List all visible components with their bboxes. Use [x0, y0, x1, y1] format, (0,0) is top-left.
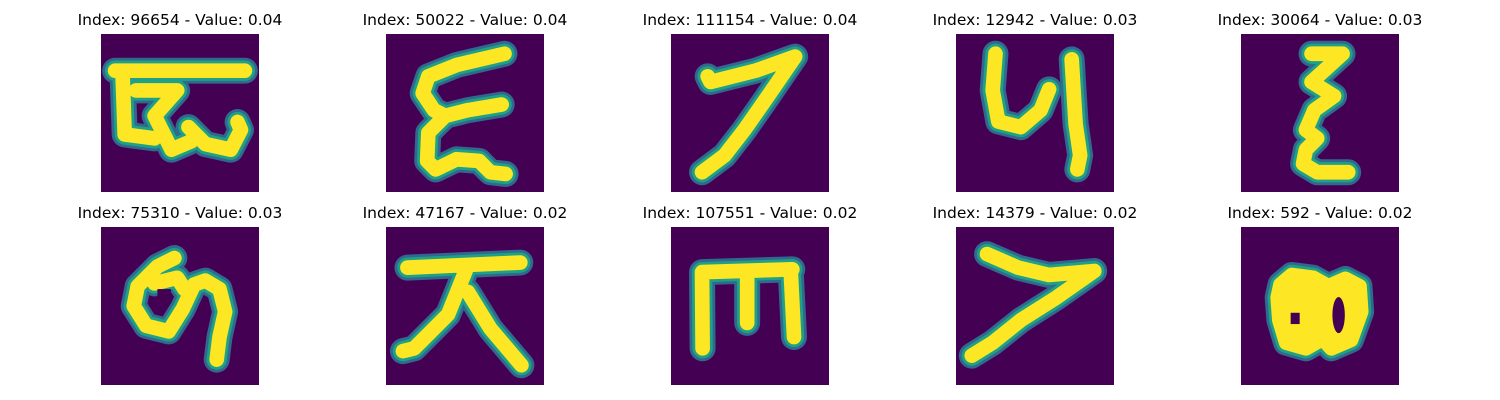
glyph-image-1: [101, 34, 259, 192]
glyph-image-5: [1241, 34, 1399, 192]
panel-title: Index: 111154 - Value: 0.04: [642, 11, 858, 29]
panel-1: Index: 96654 - Value: 0.04: [30, 0, 330, 193]
panel-7: Index: 47167 - Value: 0.02: [315, 193, 615, 386]
panel-title: Index: 30064 - Value: 0.03: [1217, 11, 1423, 29]
panel-5: Index: 30064 - Value: 0.03: [1170, 0, 1470, 193]
glyph-image-2: [386, 34, 544, 192]
panel-title: Index: 592 - Value: 0.02: [1227, 204, 1413, 222]
panel-4: Index: 12942 - Value: 0.03: [885, 0, 1185, 193]
panel-title: Index: 14379 - Value: 0.02: [932, 204, 1138, 222]
panel-title: Index: 12942 - Value: 0.03: [932, 11, 1138, 29]
panel-title: Index: 96654 - Value: 0.04: [77, 11, 283, 29]
glyph-image-7: [386, 227, 544, 385]
glyph-image-3: [671, 34, 829, 192]
panel-title: Index: 75310 - Value: 0.03: [77, 204, 283, 222]
glyph-image-9: [956, 227, 1114, 385]
panel-title: Index: 50022 - Value: 0.04: [362, 11, 568, 29]
panel-8: Index: 107551 - Value: 0.02: [600, 193, 900, 386]
panel-3: Index: 111154 - Value: 0.04: [600, 0, 900, 193]
glyph-image-8: [671, 227, 829, 385]
panel-2: Index: 50022 - Value: 0.04: [315, 0, 615, 193]
glyph-image-4: [956, 34, 1114, 192]
glyph-image-6: [101, 227, 259, 385]
glyph-image-10: [1241, 227, 1399, 385]
panel-6: Index: 75310 - Value: 0.03: [30, 193, 330, 386]
panel-10: Index: 592 - Value: 0.02: [1170, 193, 1470, 386]
panel-title: Index: 107551 - Value: 0.02: [642, 204, 858, 222]
panel-9: Index: 14379 - Value: 0.02: [885, 193, 1185, 386]
panel-title: Index: 47167 - Value: 0.02: [362, 204, 568, 222]
